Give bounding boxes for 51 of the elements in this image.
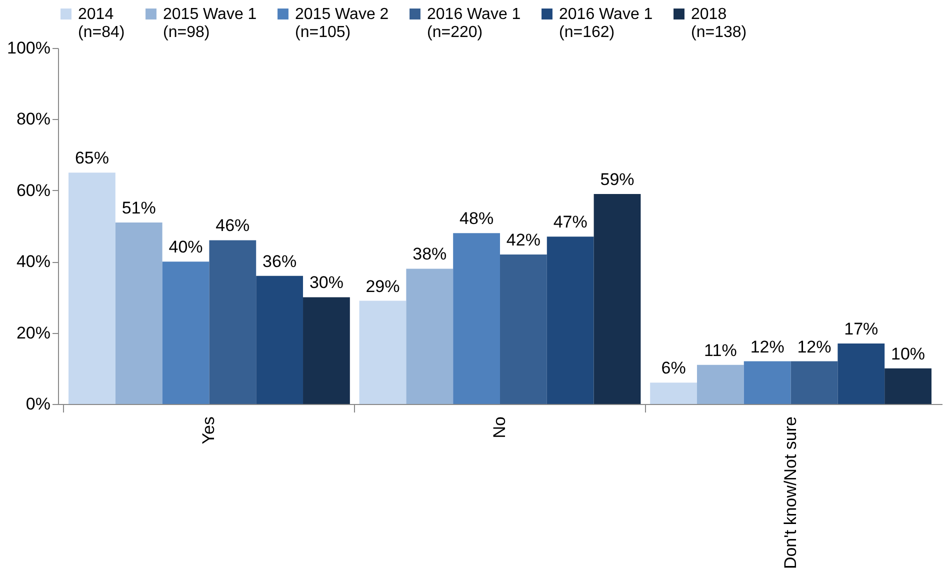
bar — [546, 236, 594, 404]
y-tick-label: 0% — [26, 394, 50, 414]
legend-label: 2016 Wave 1 (n=220) — [427, 6, 521, 41]
text: 38% — [412, 244, 447, 264]
bar — [303, 297, 350, 404]
bar — [359, 300, 406, 404]
text: 51% — [122, 198, 156, 218]
text: 6% — [661, 358, 686, 378]
y-tick-label: 60% — [16, 180, 50, 200]
text: 42% — [506, 230, 540, 250]
y-tick-label: 100% — [7, 38, 50, 58]
text: 12% — [750, 337, 784, 356]
bar — [650, 382, 697, 404]
bar — [406, 268, 454, 404]
bar — [838, 343, 885, 404]
y-tick-label: 40% — [16, 252, 50, 272]
bar — [500, 254, 547, 404]
text: 36% — [262, 252, 297, 271]
bar — [68, 172, 116, 404]
text: 12% — [797, 337, 832, 356]
text: 30% — [309, 273, 344, 292]
x-tick-label: Yes — [199, 416, 218, 444]
bar — [162, 262, 210, 404]
bar — [256, 276, 304, 404]
x-tick-label: Don't know/Not sure — [780, 416, 800, 570]
bar — [790, 361, 838, 404]
bar — [209, 240, 256, 404]
bar — [115, 222, 162, 404]
legend-label: 2015 Wave 2 (n=105) — [295, 6, 389, 41]
legend-label: 2014 (n=84) — [78, 6, 125, 41]
text: 17% — [844, 319, 878, 338]
text: 10% — [891, 344, 926, 364]
text: 46% — [216, 216, 250, 236]
bar — [696, 364, 744, 404]
legend-label: 2016 Wave 1 (n=162) — [559, 6, 653, 41]
y-tick-label: 20% — [16, 323, 50, 342]
text: 29% — [366, 276, 400, 296]
text: 47% — [553, 212, 588, 232]
text: 48% — [460, 209, 494, 228]
bar — [884, 368, 932, 404]
bar — [744, 361, 791, 404]
text: 65% — [74, 148, 109, 168]
legend-label: 2015 Wave 1 (n=98) — [163, 6, 257, 41]
legend-label: 2018 (n=138) — [691, 6, 747, 41]
y-tick-label: 80% — [16, 110, 50, 129]
text: 40% — [168, 238, 203, 257]
text: 59% — [600, 170, 634, 189]
bar — [453, 233, 500, 404]
bar — [594, 194, 641, 404]
x-tick-label: No — [490, 416, 509, 438]
text: 11% — [704, 340, 737, 360]
